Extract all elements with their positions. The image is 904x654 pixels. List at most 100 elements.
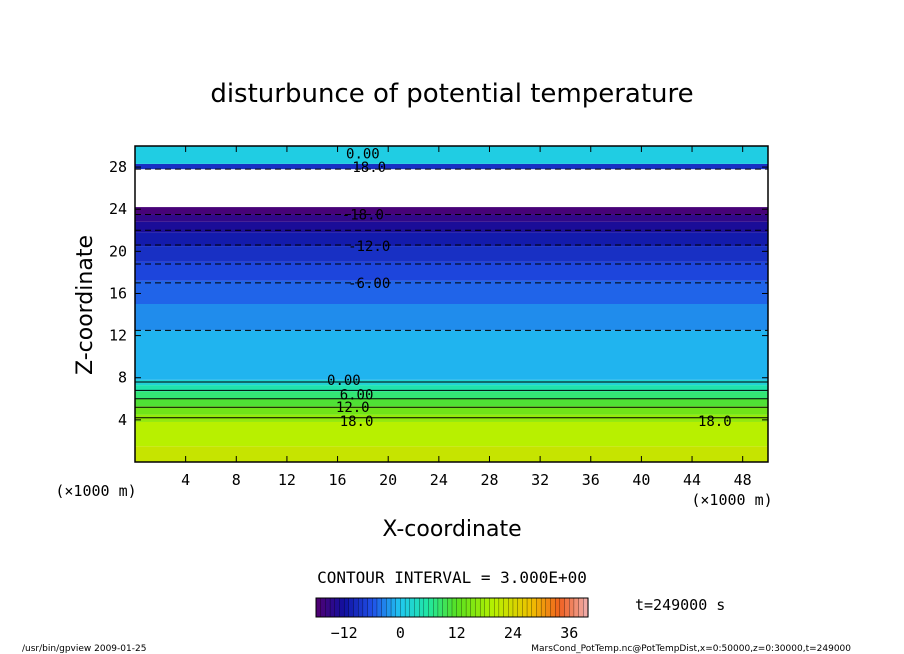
colorbar-cell: [555, 597, 561, 618]
x-tick-label: 8: [232, 471, 241, 489]
colorbar-cell: [437, 597, 444, 618]
colorbar-ticks: −12 0 12 24 36: [331, 624, 579, 642]
colorbar-cell: [325, 597, 331, 618]
colorbar-cell: [404, 597, 411, 618]
colorbar-cell: [358, 597, 364, 618]
heatmap-layer: [135, 406, 768, 415]
time-label: t=249000 s: [635, 596, 725, 614]
x-tick-label: 40: [632, 471, 650, 489]
colorbar-cell: [508, 597, 514, 618]
colorbar-cell: [461, 597, 467, 618]
y-tick-label: 28: [109, 158, 127, 176]
colorbar-cell: [419, 597, 425, 618]
colorbar-cell: [339, 597, 345, 618]
colorbar-cell: [484, 597, 491, 618]
colorbar-tick-label: 36: [560, 624, 578, 642]
colorbar-cell: [545, 597, 552, 618]
heatmap-layer: [135, 391, 768, 399]
colorbar-cell: [428, 597, 434, 618]
heatmap-layer: [135, 246, 768, 262]
y-tick-label: 4: [118, 411, 127, 429]
colorbar-cell: [540, 597, 547, 618]
colorbar-cell: [451, 597, 458, 618]
colorbar-cell: [517, 597, 523, 618]
colorbar-cell: [334, 597, 340, 618]
colorbar-cell: [315, 597, 322, 618]
heatmap-layer: [135, 414, 768, 422]
contour-lines: [135, 168, 768, 419]
contour-label: 0.00: [327, 373, 361, 389]
heatmap-layer: [135, 163, 768, 170]
x-axis-label: X-coordinate: [382, 517, 521, 542]
y-tick-label: 20: [109, 242, 127, 260]
heatmap-layer: [135, 280, 768, 304]
contour-label: -6.00: [348, 276, 390, 292]
y-axis-ticks: 4 8 12 16 20 24 28: [109, 158, 768, 429]
heatmap-layer: [135, 446, 768, 462]
colorbar-cell: [320, 597, 326, 618]
footer-left: /usr/bin/gpview 2009-01-25: [22, 644, 146, 654]
colorbar-cell: [376, 597, 383, 618]
x-tick-label: 24: [430, 471, 448, 489]
y-axis-label: Z-coordinate: [73, 235, 98, 375]
chart-title: disturbunce of potential temperature: [210, 79, 693, 109]
y-tick-label: 24: [109, 200, 127, 218]
colorbar-cell: [573, 597, 580, 618]
contour-label: 18.0: [698, 414, 732, 430]
x-unit-label: (×1000 m): [691, 491, 772, 509]
heatmap-layer: [135, 379, 768, 386]
y-tick-label: 12: [109, 327, 127, 345]
colorbar-cell: [512, 597, 519, 618]
contour-label: 18.0: [340, 414, 374, 430]
x-tick-label: 32: [531, 471, 549, 489]
heatmap-layer: [135, 330, 768, 380]
contour-label: 6.00: [340, 388, 374, 404]
colorbar-cell: [381, 597, 387, 618]
colorbar-cell: [447, 597, 453, 618]
colorbar-cell: [367, 597, 373, 618]
colorbar-cell: [536, 597, 542, 618]
heatmap-layer: [135, 232, 768, 247]
colorbar-cell: [526, 597, 533, 618]
colorbar-cell: [559, 597, 566, 618]
x-tick-label: 28: [480, 471, 498, 489]
contour-label: 18.0: [352, 160, 386, 176]
contour-interval-text: CONTOUR INTERVAL = 3.000E+00: [317, 568, 587, 587]
colorbar-cell: [569, 597, 575, 618]
colorbar-frame: [315, 597, 589, 618]
x-tick-label: 16: [329, 471, 347, 489]
x-tick-label: 36: [582, 471, 600, 489]
colorbar-cell: [456, 597, 462, 618]
colorbar-cell: [409, 597, 416, 618]
colorbar-cell: [433, 597, 439, 618]
contour-label: -18.0: [342, 207, 384, 223]
x-tick-label: 4: [181, 471, 190, 489]
colorbar-cell: [348, 597, 355, 618]
contour-label: 12.0: [336, 400, 370, 416]
colorbar-cell: [414, 597, 420, 618]
heatmap-layer: [135, 146, 768, 164]
colorbar-cell: [522, 597, 528, 618]
x-axis-ticks: 4 8 12 16 20 24 28 32 36 40 44 48: [181, 146, 752, 489]
x-tick-label: 44: [683, 471, 701, 489]
heatmap-layer: [135, 398, 768, 407]
colorbar: [315, 597, 589, 618]
colorbar-cell: [386, 597, 392, 618]
plot-frame: [134, 145, 769, 463]
contour-label: -12.0: [348, 239, 390, 255]
colorbar-cell: [494, 597, 500, 618]
colorbar-cell: [353, 597, 359, 618]
colorbar-cell: [475, 597, 481, 618]
colorbar-cell: [390, 597, 397, 618]
colorbar-cell: [362, 597, 369, 618]
x-tick-label: 12: [278, 471, 296, 489]
footer-right: MarsCond_PotTemp.nc@PotTempDist,x=0:5000…: [531, 644, 851, 654]
heatmap-layer: [135, 221, 768, 233]
colorbar-cell: [498, 597, 505, 618]
heatmap-layer: [135, 214, 768, 222]
colorbar-cell: [479, 597, 486, 618]
y-tick-label: 8: [118, 369, 127, 387]
heatmap-layer: [135, 207, 768, 215]
